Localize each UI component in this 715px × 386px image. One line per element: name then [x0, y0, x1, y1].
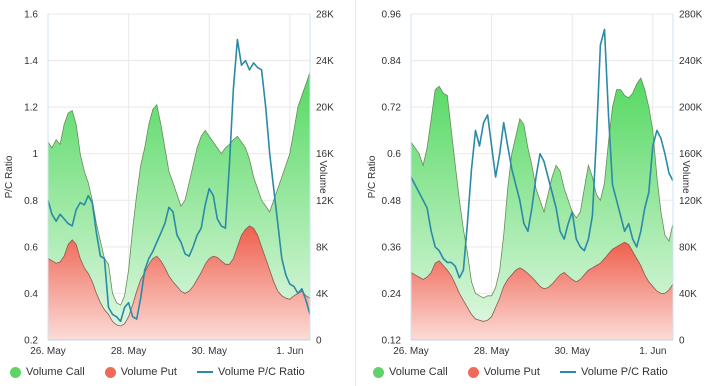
series-line-volume-pc-ratio — [410, 28, 674, 279]
series-outline-volume-call — [410, 77, 674, 299]
y-right-tick-label: 0 — [316, 336, 322, 347]
y-right-tick-label: 20K — [316, 103, 334, 114]
y-right-tick-label: 4K — [316, 289, 329, 300]
x-tick-label: 30. May — [554, 346, 590, 357]
y-left-tick-label: 1.2 — [24, 103, 38, 114]
series-outline-volume-put — [410, 241, 674, 322]
y-right-tick-label: 240K — [679, 56, 703, 67]
y-right-tick-label: 200K — [679, 103, 703, 114]
legend-item-ratio[interactable]: Volume P/C Ratio — [559, 366, 668, 378]
y-right-tick-label: 40K — [679, 289, 697, 300]
y-left-tick-label: 0.4 — [24, 289, 38, 300]
x-tick-label: 28. May — [111, 346, 147, 357]
y-left-tick-label: 0.84 — [382, 56, 402, 67]
y-left-tick-label: 0.8 — [24, 196, 38, 207]
legend-item-call[interactable]: Volume Call — [10, 366, 85, 378]
chart-left: 0.2 0.4 0.6 0.8 1 1.2 1.4 1.6 0 4K 8K 12K 16K 20K 24K 2… — [0, 0, 352, 386]
legend-right: Volume Call Volume Put Volume P/C Ratio — [373, 366, 668, 378]
series-line-volume-pc-ratio — [47, 38, 311, 323]
y-left-tick-label: 1 — [32, 149, 38, 160]
y-right-tick-label: 24K — [316, 56, 334, 67]
legend-item-put[interactable]: Volume Put — [467, 366, 540, 378]
legend-swatch-call — [373, 366, 384, 378]
legend-label-put: Volume Put — [483, 366, 540, 378]
y-left-tick-label: 0.6 — [387, 149, 401, 160]
series-area-volume-put — [411, 242, 673, 340]
legend-label-ratio: Volume P/C Ratio — [217, 366, 305, 378]
y-left-tick-label: 0.24 — [382, 289, 402, 300]
x-tick-label: 1. Jun — [639, 346, 666, 357]
y-left-tick-label: 0.12 — [382, 336, 402, 347]
y-left-tick-label: 1.4 — [24, 56, 38, 67]
panel-divider — [355, 0, 356, 386]
y-right-axis-title: Volume — [680, 160, 691, 194]
y-left-tick-label: 0.36 — [382, 242, 402, 253]
y-right-tick-label: 80K — [679, 242, 697, 253]
x-tick-label: 1. Jun — [276, 346, 303, 357]
series-area-volume-put — [48, 225, 310, 340]
y-left-tick-label: 0.48 — [382, 196, 402, 207]
legend-swatch-put — [467, 366, 479, 378]
chart-left-plot: 0.2 0.4 0.6 0.8 1 1.2 1.4 1.6 0 4K 8K 12K 16K 20K 24K 2… — [4, 10, 334, 358]
x-tick-label: 26. May — [30, 346, 66, 357]
legend-label-put: Volume Put — [120, 366, 177, 378]
y-left-tick-label: 0.6 — [24, 242, 38, 253]
chart-right-plot: 0.12 0.24 0.36 0.48 0.6 0.72 0.84 0.96 0 40K 80K 12… — [367, 10, 703, 358]
y-right-tick-label: 12K — [316, 196, 334, 207]
y-right-tick-label: 160K — [679, 149, 703, 160]
y-right-tick-label: 0 — [679, 336, 685, 347]
legend-left: Volume Call Volume Put Volume P/C Ratio — [10, 366, 305, 378]
legend-swatch-ratio — [196, 371, 213, 373]
y-left-tick-label: 0.96 — [382, 10, 402, 21]
x-tick-label: 26. May — [393, 346, 429, 357]
legend-swatch-call — [10, 366, 21, 378]
y-right-tick-label: 280K — [679, 10, 703, 21]
y-right-tick-label: 120K — [679, 196, 703, 207]
legend-swatch-ratio — [559, 371, 576, 373]
legend-label-ratio: Volume P/C Ratio — [580, 366, 668, 378]
y-right-tick-label: 16K — [316, 149, 334, 160]
y-right-axis-title: Volume — [317, 160, 328, 194]
chart-right: 0.12 0.24 0.36 0.48 0.6 0.72 0.84 0.96 0 40K 80K 12… — [363, 0, 715, 386]
y-left-tick-label: 0.72 — [382, 103, 402, 114]
legend-swatch-put — [104, 366, 116, 378]
series-outline-volume-call — [47, 72, 311, 306]
legend-label-call: Volume Call — [389, 366, 448, 378]
x-tick-label: 30. May — [191, 346, 227, 357]
x-tick-label: 28. May — [474, 346, 510, 357]
y-right-tick-label: 28K — [316, 10, 334, 21]
y-left-axis-title: P/C Ratio — [367, 155, 378, 198]
y-left-tick-label: 0.2 — [24, 336, 38, 347]
legend-item-ratio[interactable]: Volume P/C Ratio — [196, 366, 305, 378]
legend-label-call: Volume Call — [26, 366, 85, 378]
legend-item-call[interactable]: Volume Call — [373, 366, 448, 378]
y-left-tick-label: 1.6 — [24, 10, 38, 21]
y-left-axis-title: P/C Ratio — [4, 155, 15, 198]
legend-item-put[interactable]: Volume Put — [104, 366, 177, 378]
y-right-tick-label: 8K — [316, 242, 329, 253]
series-outline-volume-put — [47, 225, 311, 327]
